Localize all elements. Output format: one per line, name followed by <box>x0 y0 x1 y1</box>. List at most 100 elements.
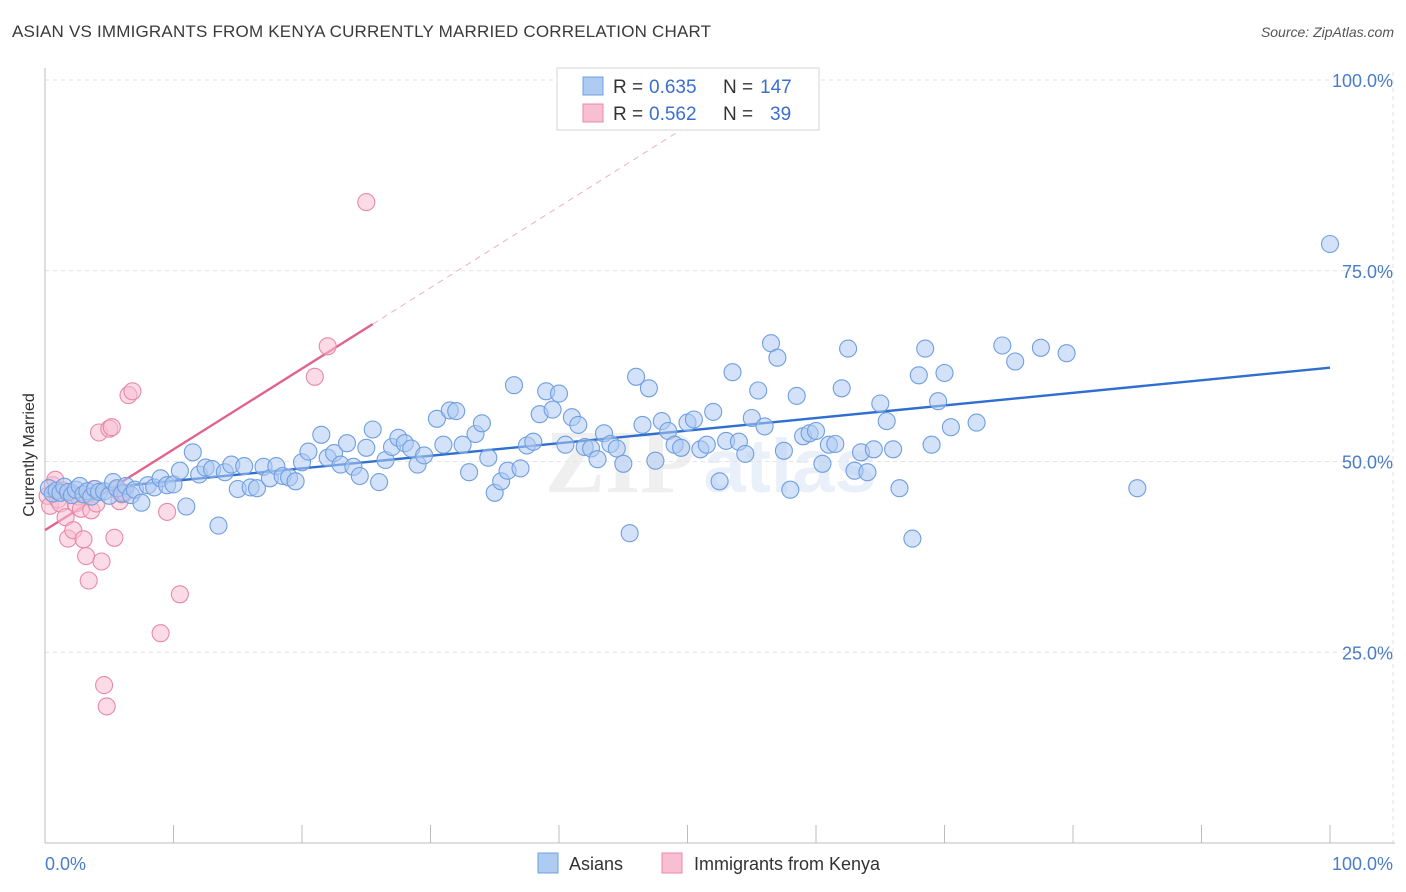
bottom-legend-label-asians: Asians <box>569 854 623 874</box>
point-0-78 <box>504 376 524 395</box>
point-0-73 <box>472 414 491 433</box>
point-0-85 <box>549 384 569 403</box>
point-0-84 <box>543 400 562 419</box>
point-0-34 <box>209 516 228 535</box>
point-0-81 <box>524 432 543 451</box>
point-0-114 <box>736 444 755 463</box>
point-0-46 <box>286 472 305 491</box>
point-0-152 <box>1320 234 1340 254</box>
point-0-71 <box>460 463 479 482</box>
legend-r-value-asians: 0.635 <box>649 77 697 98</box>
point-1-34 <box>158 502 177 521</box>
data-points <box>38 193 1340 716</box>
legend-r-label-kenya: R = <box>613 104 643 125</box>
point-0-128 <box>826 434 845 454</box>
series-points-0 <box>39 234 1340 548</box>
point-0-151 <box>1128 479 1147 498</box>
point-0-56 <box>357 438 376 457</box>
point-0-142 <box>922 435 941 454</box>
point-0-148 <box>1006 352 1025 371</box>
y-tick-label-2: 75.0% <box>1342 262 1393 282</box>
point-1-26 <box>105 528 124 547</box>
stats-legend: R = 0.635 N = 147 R = 0.562 N = 39 <box>556 67 820 131</box>
y-tick-label-0: 25.0% <box>1342 643 1393 663</box>
point-0-40 <box>247 479 267 498</box>
y-tick-label-3: 100.0% <box>1332 71 1393 91</box>
point-0-99 <box>639 379 658 398</box>
point-0-150 <box>1057 344 1076 363</box>
point-0-97 <box>627 367 646 386</box>
axes <box>44 68 1395 844</box>
point-0-94 <box>607 439 626 458</box>
point-1-15 <box>77 547 96 566</box>
x-tick-label-right: 100.0% <box>1332 854 1393 874</box>
point-0-38 <box>235 457 254 476</box>
legend-swatch-asians <box>582 76 604 96</box>
point-0-122 <box>787 386 806 405</box>
point-0-53 <box>337 434 357 453</box>
point-0-112 <box>723 363 742 382</box>
point-0-70 <box>453 435 472 454</box>
point-0-106 <box>684 410 703 429</box>
point-0-65 <box>415 446 434 465</box>
point-1-36 <box>305 367 324 386</box>
point-0-96 <box>620 524 639 543</box>
x-tick-labels: 0.0% 100.0% <box>45 854 1393 874</box>
point-0-119 <box>768 348 787 367</box>
series-legend: Asians Immigrants from Kenya <box>537 852 881 874</box>
point-0-117 <box>755 417 774 436</box>
point-0-147 <box>993 336 1012 355</box>
point-0-125 <box>806 421 826 441</box>
point-0-121 <box>781 480 800 499</box>
point-1-38 <box>357 193 376 212</box>
point-0-146 <box>967 413 986 432</box>
source-label: Source: ZipAtlas.com <box>1260 24 1394 40</box>
point-0-145 <box>941 418 960 437</box>
point-0-57 <box>363 420 382 439</box>
chart-title: ASIAN VS IMMIGRANTS FROM KENYA CURRENTLY… <box>12 22 712 41</box>
y-axis-title: Currently Married <box>21 393 38 517</box>
point-0-100 <box>646 451 665 470</box>
point-0-58 <box>370 473 389 492</box>
legend-n-label-asians: N = <box>723 77 753 98</box>
point-0-28 <box>170 461 189 480</box>
point-0-129 <box>832 379 851 398</box>
point-0-66 <box>427 409 446 428</box>
point-0-55 <box>350 466 369 486</box>
point-0-143 <box>929 392 948 411</box>
point-1-22 <box>95 676 114 695</box>
point-0-74 <box>479 448 498 467</box>
point-1-16 <box>79 571 98 590</box>
point-0-136 <box>877 412 896 431</box>
point-1-35 <box>170 585 189 604</box>
point-0-69 <box>447 402 466 421</box>
point-0-49 <box>312 425 331 444</box>
point-1-32 <box>123 382 142 401</box>
legend-n-value-asians: 147 <box>760 77 792 98</box>
point-0-86 <box>556 435 575 454</box>
point-0-22 <box>132 493 151 512</box>
point-0-134 <box>864 440 883 459</box>
point-0-133 <box>858 463 877 482</box>
point-0-120 <box>774 441 793 460</box>
point-0-91 <box>588 450 607 469</box>
point-1-33 <box>151 624 170 643</box>
point-0-135 <box>871 394 890 413</box>
legend-swatch-kenya <box>582 103 604 123</box>
bottom-legend-label-kenya: Immigrants from Kenya <box>694 854 881 874</box>
point-1-37 <box>318 337 337 356</box>
y-tick-labels: 25.0% 50.0% 75.0% 100.0% <box>1332 71 1393 663</box>
point-1-23 <box>97 697 116 716</box>
point-1-14 <box>74 530 93 549</box>
point-0-115 <box>742 408 761 428</box>
point-0-137 <box>884 440 903 459</box>
legend-n-value-kenya: 39 <box>770 104 791 125</box>
x-tick-label-left: 0.0% <box>45 854 86 874</box>
point-0-141 <box>916 339 935 358</box>
point-0-48 <box>299 442 318 461</box>
legend-n-label-kenya: N = <box>723 104 753 125</box>
legend-r-value-kenya: 0.562 <box>649 104 697 125</box>
point-0-138 <box>890 479 909 498</box>
point-0-67 <box>434 435 453 454</box>
